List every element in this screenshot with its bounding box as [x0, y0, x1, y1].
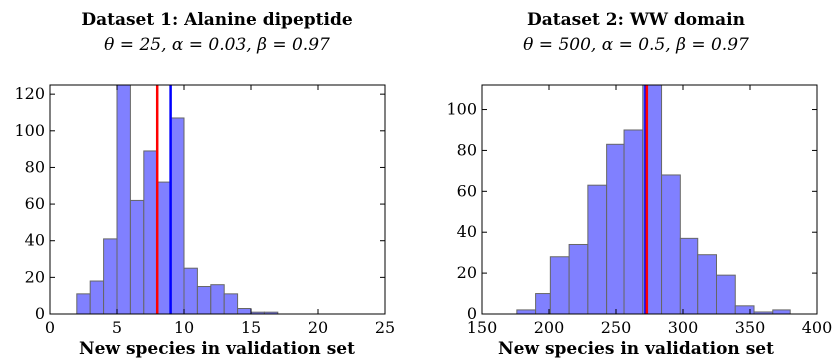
y-tick-label: 100 [446, 100, 477, 119]
x-tick-label: 20 [308, 318, 328, 337]
chart-title: Dataset 2: WW domain [527, 10, 745, 30]
chart-panel-1: Dataset 1: Alanine dipeptide θ = 25, α =… [14, 10, 395, 359]
x-tick-label: 250 [601, 318, 632, 337]
x-tick-label: 25 [375, 318, 395, 337]
y-tick-label: 20 [457, 263, 477, 282]
x-tick-label: 350 [735, 318, 766, 337]
y-tick-label: 40 [25, 231, 45, 250]
plot-frame [481, 84, 818, 315]
histogram-bars [516, 84, 791, 315]
reference-lines [644, 85, 649, 314]
histogram-bar [568, 243, 589, 315]
x-tick-label: 150 [467, 318, 498, 337]
histogram-bar [516, 309, 537, 315]
x-tick-label: 200 [534, 318, 565, 337]
plot-frame [49, 84, 386, 315]
chart-panel-2: Dataset 2: WW domain θ = 500, α = 0.5, β… [446, 10, 832, 359]
y-tick-label: 40 [457, 222, 477, 241]
x-tick-label: 0 [45, 318, 55, 337]
histogram-bar [183, 267, 198, 315]
histogram-bar [679, 237, 699, 315]
histogram-bars [76, 84, 279, 315]
y-tick-label: 20 [25, 267, 45, 286]
x-tick-label: 10 [174, 318, 194, 337]
y-tick-label: 60 [25, 194, 45, 213]
y-tick-label: 80 [25, 157, 45, 176]
x-tick-label: 400 [802, 318, 833, 337]
x-axis-ticks: 0 5 10 15 20 25 [45, 85, 395, 337]
y-tick-label: 0 [467, 304, 477, 323]
x-tick-label: 300 [668, 318, 699, 337]
chart-title: Dataset 1: Alanine dipeptide [81, 10, 353, 30]
y-tick-label: 80 [457, 140, 477, 159]
histogram-bar [76, 293, 91, 315]
histogram-bar [535, 293, 551, 315]
histogram-bar [129, 199, 145, 315]
x-tick-label: 5 [112, 318, 122, 337]
histogram-bar [170, 117, 185, 315]
histogram-bar [223, 293, 239, 315]
histogram-bar [697, 254, 717, 315]
histogram-bar [716, 274, 736, 315]
x-axis-label: New species in validation set [498, 339, 774, 359]
histogram-bar [103, 238, 118, 315]
histogram-bar [734, 305, 755, 315]
y-tick-label: 120 [14, 84, 45, 103]
histogram-bar [587, 184, 608, 315]
histogram-bar [210, 284, 225, 315]
histogram-bar [237, 308, 252, 315]
reference-lines [155, 85, 172, 314]
y-tick-label: 60 [457, 181, 477, 200]
histogram-bar [549, 256, 570, 315]
histogram-bar [196, 286, 212, 315]
y-axis-ticks: 0 20 40 60 80 100 [446, 100, 817, 323]
chart-subtitle: θ = 500, α = 0.5, β = 0.97 [523, 35, 749, 55]
histogram-bar [661, 174, 681, 315]
histogram-bar [143, 150, 158, 315]
y-tick-label: 100 [14, 121, 45, 140]
y-tick-label: 0 [35, 304, 45, 323]
chart-subtitle: θ = 25, α = 0.03, β = 0.97 [104, 35, 330, 55]
y-axis-ticks: 0 20 40 60 80 100 120 [14, 84, 385, 323]
histogram-bar [156, 181, 172, 315]
histogram-bar [772, 309, 791, 315]
histogram-bar [623, 129, 644, 315]
x-tick-label: 15 [241, 318, 261, 337]
histogram-bar [606, 143, 625, 315]
x-axis-ticks: 150 200 250 300 350 400 [467, 85, 833, 337]
x-axis-label: New species in validation set [79, 339, 355, 359]
histogram-bar [89, 280, 105, 315]
histogram-bar [116, 84, 131, 315]
